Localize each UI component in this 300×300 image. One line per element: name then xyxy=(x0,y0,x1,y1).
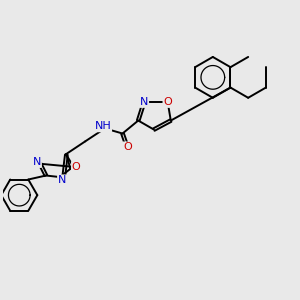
Text: O: O xyxy=(72,162,81,172)
Text: O: O xyxy=(163,97,172,107)
Text: N: N xyxy=(33,157,41,167)
Text: N: N xyxy=(58,175,66,185)
Text: NH: NH xyxy=(94,122,111,131)
Text: N: N xyxy=(140,97,148,107)
Text: O: O xyxy=(123,142,132,152)
